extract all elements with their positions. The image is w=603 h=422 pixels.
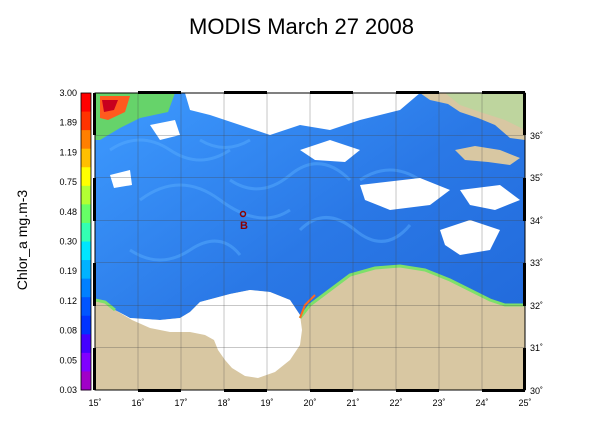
sea-eddies: [109, 138, 421, 262]
colorbar-segment: [81, 334, 91, 354]
colorbar-segment: [81, 148, 91, 168]
colorbar-ticks: 3.00 1.89 1.19 0.75 0.48 0.30 0.19 0.12 0.08 0.05…: [59, 88, 77, 395]
latitude-ticks: 36˚ 35˚ 34˚ 33˚ 32˚ 31˚ 30˚: [530, 131, 543, 396]
colorbar-segment: [81, 297, 91, 317]
colorbar-tick-label: 0.05: [59, 355, 77, 365]
colorbar-segment: [81, 241, 91, 261]
latitude-tick-label: 30˚: [530, 386, 543, 396]
latitude-tick-label: 35˚: [530, 173, 543, 183]
colorbar-tick-label: 0.19: [59, 266, 77, 276]
colorbar-tick-label: 0.03: [59, 385, 77, 395]
station-marker-label: B: [240, 220, 248, 232]
no-data-gulf: [115, 290, 302, 378]
longitude-tick-label: 17˚: [174, 398, 187, 408]
coastal-rim: [298, 264, 525, 319]
colorbar-tick-label: 0.75: [59, 177, 77, 187]
colorbar-tick-label: 0.12: [59, 296, 77, 306]
longitude-tick-label: 24˚: [475, 398, 488, 408]
colorbar-segment: [81, 278, 91, 298]
longitude-tick-label: 18˚: [217, 398, 230, 408]
colorbar-segment: [81, 204, 91, 224]
latitude-tick-label: 33˚: [530, 258, 543, 268]
colorbar-segment: [81, 93, 91, 113]
map-area: [95, 93, 525, 390]
colorbar-segment: [81, 111, 91, 131]
longitude-tick-label: 23˚: [432, 398, 445, 408]
colorbar-tick-label: 3.00: [59, 88, 77, 98]
colorbar-tick-label: 1.19: [59, 147, 77, 157]
station-marker-dot: [239, 210, 247, 218]
longitude-ticks: 15˚ 16˚ 17˚ 18˚ 19˚ 20˚ 21˚ 22˚ 23˚ 24˚ 25˚: [88, 398, 531, 408]
graticule: [95, 93, 525, 390]
land-crete: [455, 146, 520, 165]
colorbar-tick-label: 0.30: [59, 237, 77, 247]
frame-bars: [93, 91, 526, 392]
colorbar-tick-label: 0.08: [59, 326, 77, 336]
longitude-tick-label: 15˚: [88, 398, 101, 408]
colorbar-segment: [81, 352, 91, 372]
latitude-tick-label: 32˚: [530, 301, 543, 311]
colorbar: [80, 92, 92, 391]
cloud-patches: [110, 93, 520, 255]
colorbar-segment: [81, 222, 91, 242]
colorbar-segment: [81, 130, 91, 150]
colorbar-segment: [81, 185, 91, 205]
colorbar-tick-label: 1.89: [59, 118, 77, 128]
map-title: MODIS March 27 2008: [189, 14, 414, 39]
colorbar-segment: [81, 315, 91, 335]
longitude-tick-label: 16˚: [131, 398, 144, 408]
longitude-tick-label: 21˚: [346, 398, 359, 408]
latitude-tick-label: 31˚: [530, 343, 543, 353]
longitude-tick-label: 25˚: [518, 398, 531, 408]
colorbar-segment: [81, 167, 91, 187]
longitude-tick-label: 22˚: [389, 398, 402, 408]
colorbar-segment: [81, 260, 91, 280]
colorbar-segment: [81, 371, 91, 391]
longitude-tick-label: 20˚: [303, 398, 316, 408]
longitude-tick-label: 19˚: [260, 398, 273, 408]
latitude-tick-label: 36˚: [530, 131, 543, 141]
latitude-tick-label: 34˚: [530, 216, 543, 226]
colorbar-tick-label: 0.48: [59, 207, 77, 217]
